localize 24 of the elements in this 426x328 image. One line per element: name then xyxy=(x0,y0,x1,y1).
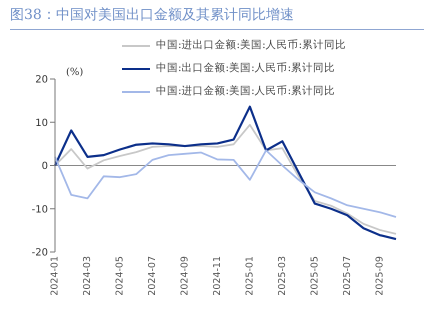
x-tick-label: 2025-05 xyxy=(310,256,321,296)
x-tick-label: 2025-09 xyxy=(374,256,386,296)
legend-label: 中国:进口金额:美国:人民币:累计同比 xyxy=(156,84,336,99)
y-tick-label: 20 xyxy=(35,74,48,86)
x-tick-label: 2024-07 xyxy=(147,256,158,296)
x-tick-label: 2024-05 xyxy=(114,256,126,296)
line-series xyxy=(54,149,397,218)
y-tick-label: 10 xyxy=(35,118,48,129)
x-tick-label: 2025-01 xyxy=(244,256,256,296)
x-tick-label: 2024-01 xyxy=(50,256,61,296)
line-series xyxy=(54,106,398,240)
y-tick-label: 0 xyxy=(42,161,48,172)
y-tick-label: -10 xyxy=(32,204,48,216)
line-series xyxy=(54,124,397,235)
x-tick-label: 2024-03 xyxy=(82,256,94,296)
x-tick-label: 2025-07 xyxy=(342,256,354,296)
x-tick-label: 2025-03 xyxy=(277,256,288,296)
x-tick-label: 2024-09 xyxy=(180,256,191,296)
x-tick-label: 2024-11 xyxy=(212,256,224,296)
y-axis-title: (%) xyxy=(66,67,84,78)
y-tick-label: -20 xyxy=(32,248,48,259)
legend-label: 中国:出口金额:美国:人民币:累计同比 xyxy=(156,61,336,76)
chart-title: 图38：中国对美国出口金额及其累计同比增速 xyxy=(10,6,294,24)
legend-label: 中国:进出口金额:美国:人民币:累计同比 xyxy=(156,38,346,53)
